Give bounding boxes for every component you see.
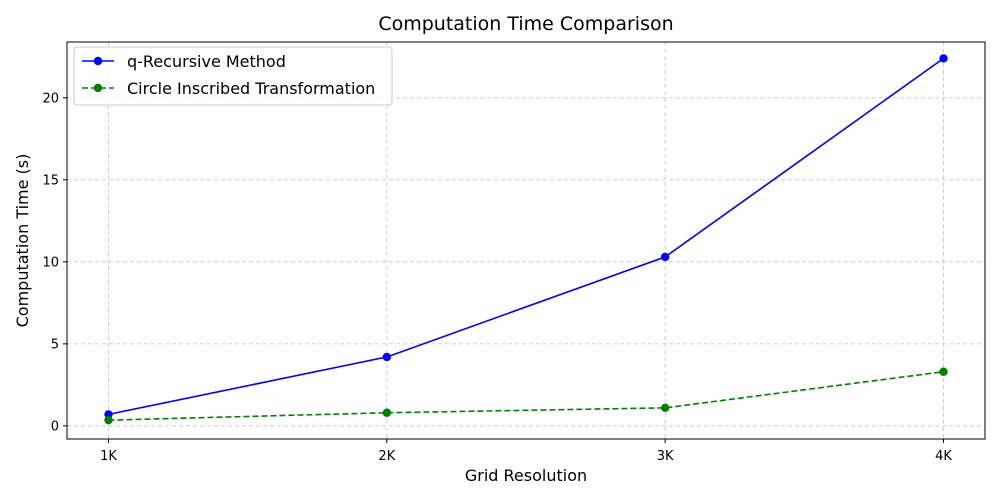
legend-label: Circle Inscribed Transformation (127, 79, 375, 98)
plot-frame (66, 41, 986, 440)
legend-box (73, 46, 393, 106)
series-1-point (104, 410, 113, 419)
y-tick-label: 0 (51, 419, 59, 434)
x-tick-label: 1K (100, 449, 117, 464)
series-1-point (660, 252, 670, 262)
legend-swatch-marker (93, 56, 103, 66)
x-tick-label: 2K (378, 449, 395, 464)
grid-layer (67, 42, 985, 439)
y-tick-label: 15 (42, 173, 59, 188)
series-1-point (939, 54, 948, 63)
y-tick-label: 20 (42, 91, 59, 106)
legend: q-Recursive Method Circle Inscribed Trans… (73, 46, 393, 106)
x-axis-label: Grid Resolution (465, 466, 587, 485)
x-tick-label: 4K (935, 449, 952, 464)
series-layer (104, 54, 948, 425)
series-line-1 (108, 57, 944, 416)
series-line-2 (108, 370, 944, 421)
legend-label: q-Recursive Method (127, 52, 286, 71)
x-tick-label: 3K (657, 449, 674, 464)
legend-swatch-marker (93, 83, 103, 93)
series-2-point (382, 408, 392, 417)
y-tick-label: 10 (42, 255, 59, 270)
tick-layer: 1K 2K 3K 4K 0 5 10 15 20 (42, 91, 952, 464)
y-tick-label: 5 (51, 337, 59, 352)
y-axis-label: Computation Time (s) (13, 154, 32, 328)
series-2-point (660, 403, 670, 413)
series-2-point (939, 367, 948, 376)
series-2-point (104, 415, 113, 425)
series-1-point (382, 352, 392, 362)
chart-title: Computation Time Comparison (378, 13, 673, 35)
